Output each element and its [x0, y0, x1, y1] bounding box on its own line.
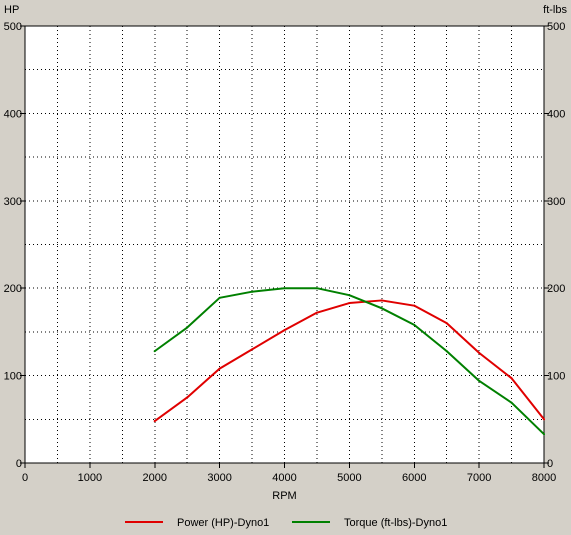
- legend-item-2: Torque (ft-lbs)-Dyno1: [292, 517, 447, 529]
- y-right-tick-label: 0: [547, 458, 553, 470]
- series-point-2: [315, 287, 318, 290]
- y-left-tick-label: 300: [4, 196, 22, 208]
- series-point-2: [283, 287, 286, 290]
- x-axis-title: RPM: [272, 490, 296, 502]
- series-point-1: [478, 351, 481, 354]
- y-left-tick-label: 0: [16, 458, 22, 470]
- series-point-2: [478, 379, 481, 382]
- series-point-1: [218, 367, 221, 370]
- series-point-1: [413, 304, 416, 307]
- y-right-tick-label: 200: [547, 283, 565, 295]
- y-left-tick-label: 100: [4, 371, 22, 383]
- plot-area: [25, 26, 544, 463]
- series-point-2: [153, 350, 156, 353]
- y-left-tick-label: 500: [4, 21, 22, 33]
- legend-label: Power (HP)-Dyno1: [177, 517, 269, 529]
- x-tick-label: 8000: [532, 472, 556, 484]
- series-point-1: [380, 299, 383, 302]
- series-point-2: [413, 323, 416, 326]
- x-tick-label: 5000: [337, 472, 361, 484]
- series-point-2: [348, 294, 351, 297]
- legend-label: Torque (ft-lbs)-Dyno1: [344, 517, 447, 529]
- x-tick-label: 3000: [207, 472, 231, 484]
- grid: [25, 26, 544, 463]
- x-tick-label: 0: [22, 472, 28, 484]
- y-axis-left-title: HP: [4, 4, 19, 16]
- series-point-1: [445, 322, 448, 325]
- legend-item-1: Power (HP)-Dyno1: [125, 517, 269, 529]
- series-point-2: [186, 326, 189, 329]
- series-point-1: [251, 348, 254, 351]
- series-point-2: [543, 433, 545, 436]
- series-point-2: [380, 307, 383, 310]
- series-point-1: [283, 329, 286, 332]
- series-point-1: [153, 420, 156, 423]
- y-left-tick-label: 200: [4, 283, 22, 295]
- y-axis-right-title: ft-lbs: [543, 4, 567, 16]
- y-right-tick-label: 100: [547, 371, 565, 383]
- series-point-1: [510, 377, 513, 380]
- x-tick-label: 4000: [272, 472, 296, 484]
- series-point-2: [218, 296, 221, 299]
- y-right-tick-label: 500: [547, 21, 565, 33]
- y-right-tick-label: 400: [547, 108, 565, 120]
- y-left-tick-label: 400: [4, 108, 22, 120]
- x-tick-label: 1000: [78, 472, 102, 484]
- x-tick-label: 7000: [467, 472, 491, 484]
- series-point-1: [348, 302, 351, 305]
- series-point-2: [251, 290, 254, 293]
- series-point-2: [445, 350, 448, 353]
- x-tick-label: 2000: [143, 472, 167, 484]
- series-point-1: [315, 311, 318, 314]
- series-point-1: [186, 396, 189, 399]
- series-point-2: [510, 401, 513, 404]
- y-right-tick-label: 300: [547, 196, 565, 208]
- x-tick-label: 6000: [402, 472, 426, 484]
- series-point-1: [543, 418, 545, 421]
